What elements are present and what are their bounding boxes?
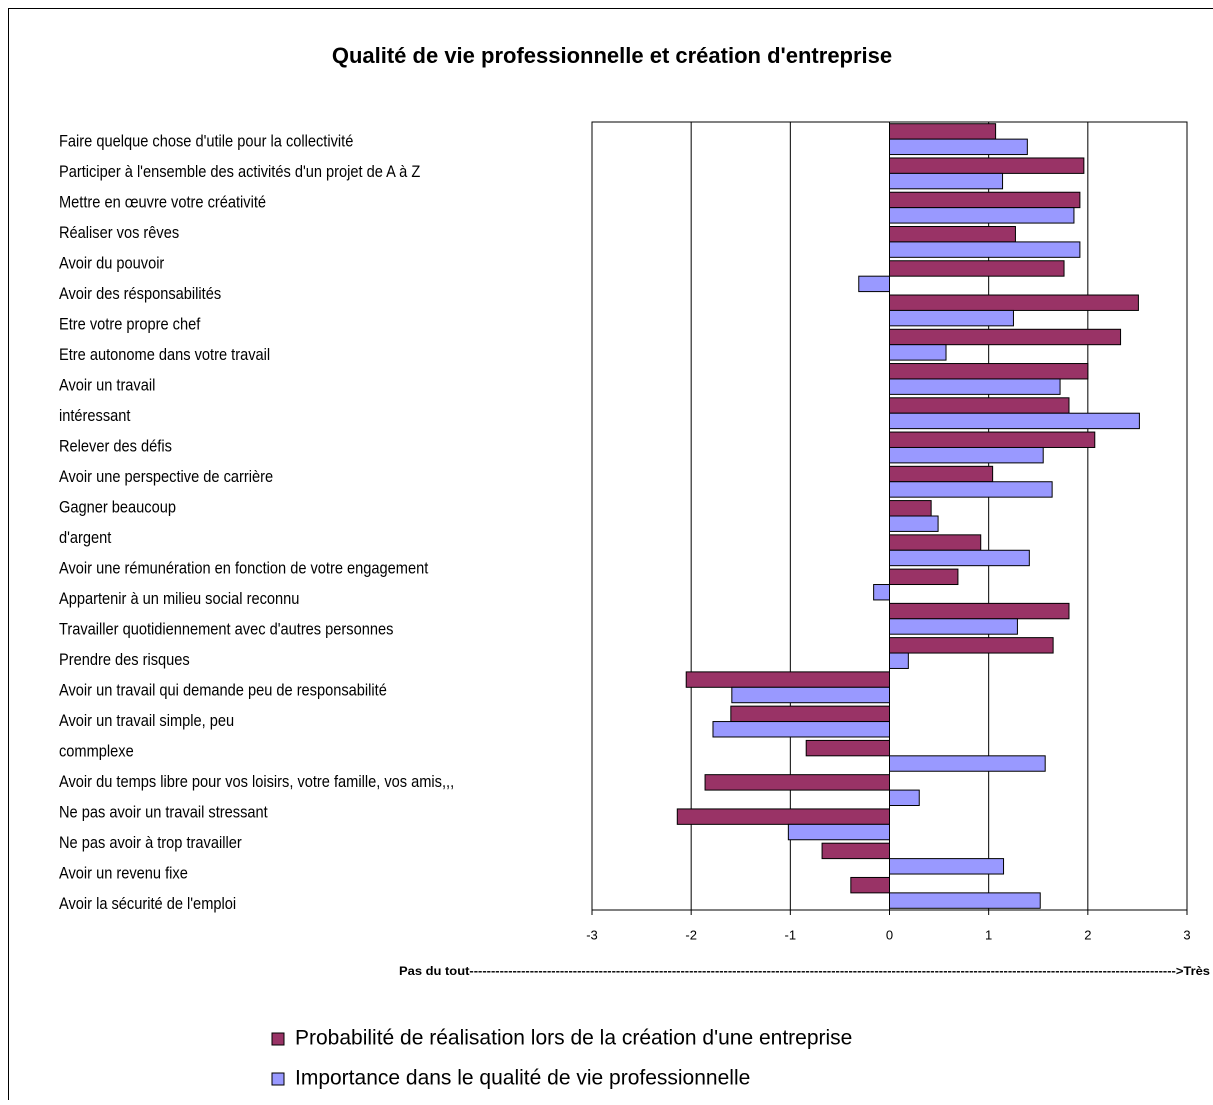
bar <box>890 192 1080 207</box>
bar <box>890 482 1053 497</box>
bar <box>677 809 889 824</box>
x-tick-label: -1 <box>785 927 797 942</box>
bar <box>890 790 920 805</box>
y-tick-label: Prendre des risques <box>59 651 190 669</box>
scale-annotation: Pas du tout-----------------------------… <box>399 964 1210 978</box>
y-tick-label: Avoir du pouvoir <box>59 255 165 273</box>
legend-label: Probabilité de réalisation lors de la cr… <box>295 1027 852 1050</box>
bar <box>890 501 932 516</box>
bar <box>890 447 1044 462</box>
bar <box>890 310 1014 325</box>
legend-swatch <box>272 1033 284 1045</box>
bar <box>731 706 890 721</box>
bar <box>890 550 1030 565</box>
bar <box>890 516 939 531</box>
bar <box>890 756 1046 771</box>
x-tick-label: 1 <box>985 927 992 942</box>
y-tick-label: Avoir la sécurité de l'emploi <box>59 895 236 913</box>
bar <box>874 585 890 600</box>
y-tick-label: Avoir une perspective de carrière <box>59 468 273 486</box>
y-tick-label: Mettre en œuvre votre créativité <box>59 194 266 212</box>
bar <box>890 261 1065 276</box>
bar <box>890 432 1095 447</box>
y-tick-label: Avoir du temps libre pour vos loisirs, v… <box>59 773 454 791</box>
x-tick-label: 3 <box>1183 927 1190 942</box>
x-tick-label: 2 <box>1084 927 1091 942</box>
y-tick-label: Appartenir à un milieu social reconnu <box>59 590 299 608</box>
bar <box>890 242 1080 257</box>
bar <box>890 345 947 360</box>
bar <box>890 413 1140 428</box>
bar <box>890 859 1004 874</box>
y-tick-label: Ne pas avoir un travail stressant <box>59 804 268 822</box>
chart-title: Qualité de vie professionnelle et créati… <box>332 43 892 68</box>
bar <box>890 158 1084 173</box>
y-tick-label: Travailler quotidiennement avec d'autres… <box>59 621 393 639</box>
bar <box>890 124 996 139</box>
bar <box>890 295 1139 310</box>
y-tick-label: Avoir un revenu fixe <box>59 865 188 883</box>
y-tick-label: Avoir des résponsabilités <box>59 285 221 303</box>
bar <box>890 139 1028 154</box>
y-tick-label: Etre autonome dans votre travail <box>59 346 270 364</box>
bar <box>890 226 1016 241</box>
y-tick-label: Etre votre propre chef <box>59 316 201 334</box>
bar <box>788 824 889 839</box>
bar <box>890 379 1061 394</box>
bar <box>890 535 981 550</box>
bar <box>890 208 1074 223</box>
bar <box>890 569 958 584</box>
x-tick-label: -2 <box>685 927 697 942</box>
legend-label: Importance dans le qualité de vie profes… <box>295 1067 750 1090</box>
bar <box>890 364 1088 379</box>
bar <box>822 843 889 858</box>
bar <box>890 466 993 481</box>
bar <box>890 638 1054 653</box>
bar <box>890 398 1069 413</box>
bar <box>859 276 890 291</box>
bar <box>732 687 890 702</box>
y-tick-label: Faire quelque chose d'utile pour la coll… <box>59 133 354 151</box>
legend-swatch <box>272 1073 284 1085</box>
x-tick-label: 0 <box>886 927 893 942</box>
y-tick-label: Avoir un travail qui demande peu de resp… <box>59 682 387 700</box>
bar <box>806 740 889 755</box>
bar <box>890 329 1121 344</box>
y-tick-label: Avoir une rémunération en fonction de vo… <box>59 560 429 578</box>
bar <box>890 173 1003 188</box>
bar <box>705 775 889 790</box>
bar <box>851 877 890 892</box>
y-tick-label: Participer à l'ensemble des activités d'… <box>59 163 421 181</box>
bar <box>686 672 889 687</box>
bar <box>890 619 1018 634</box>
y-tick-label: Réaliser vos rêves <box>59 224 179 242</box>
y-tick-label: Relever des défis <box>59 438 172 456</box>
bar <box>890 653 909 668</box>
bar <box>713 722 890 737</box>
y-tick-label: Ne pas avoir à trop travailler <box>59 834 242 852</box>
x-tick-label: -3 <box>586 927 598 942</box>
bar <box>890 893 1041 908</box>
bar <box>890 603 1069 618</box>
